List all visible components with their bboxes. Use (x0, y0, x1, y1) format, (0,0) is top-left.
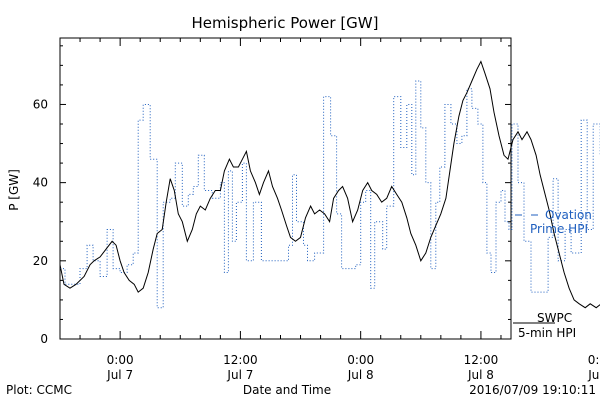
legend-ovation: Ovation Prime HPI (515, 208, 592, 236)
y-tick-label-60: 60 (33, 97, 48, 111)
y-tick-label-0: 0 (40, 332, 48, 346)
x-tick-day-4: Jul 9 (587, 368, 600, 382)
legend-swpc-label-1: SWPC (537, 311, 572, 325)
x-tick-time-1: 12:00 (223, 353, 258, 367)
x-axis-label: Date and Time (243, 383, 331, 397)
x-tick-day-2: Jul 8 (347, 368, 374, 382)
x-tick-time-0: 0:00 (107, 353, 134, 367)
legend-swpc-label-2: 5-min HPI (518, 326, 576, 340)
y-tick-label-20: 20 (33, 254, 48, 268)
legend-ovation-label-2: Prime HPI (530, 222, 588, 236)
y-axis-label: P [GW] (7, 169, 21, 211)
x-tick-day-3: Jul 8 (467, 368, 494, 382)
series-layer (59, 60, 600, 309)
series-ovation-prime-hpi-line (60, 80, 600, 309)
x-tick-time-4: 0:00 (588, 353, 600, 367)
x-tick-day-0: Jul 7 (106, 368, 133, 382)
x-tick-time-2: 0:00 (347, 353, 374, 367)
x-tick-day-1: Jul 7 (226, 368, 253, 382)
footer-plot-credit: Plot: CCMC (6, 383, 72, 397)
footer-timestamp: 2016/07/09 19:10:11 (469, 383, 596, 397)
legend-ovation-label-1: Ovation (545, 208, 592, 222)
legend-swpc: SWPC 5-min HPI (513, 311, 576, 340)
x-tick-time-3: 12:00 (464, 353, 499, 367)
plot-frame (59, 37, 512, 340)
series-swpc-line (59, 60, 600, 309)
y-tick-label-40: 40 (33, 176, 48, 190)
chart-title: Hemispheric Power [GW] (192, 14, 379, 32)
